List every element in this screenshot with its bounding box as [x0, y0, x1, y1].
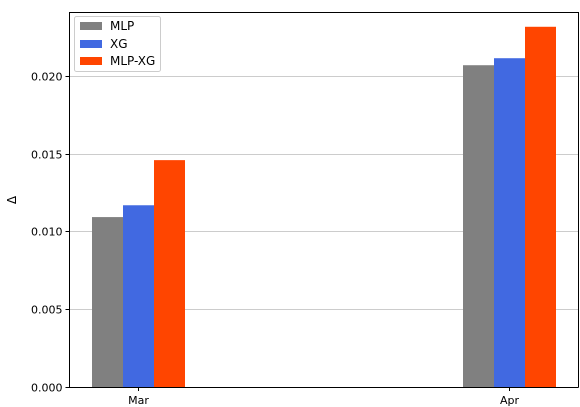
- y-tick-label: 0.005: [31, 304, 63, 317]
- bar-xg-apr: [494, 58, 525, 388]
- x-ticks: Mar Apr: [128, 387, 519, 407]
- y-tick-label: 0.020: [31, 71, 63, 84]
- bar-xg-mar: [123, 205, 154, 387]
- legend-label-mlp: MLP: [110, 19, 134, 33]
- x-tick-label: Apr: [500, 394, 520, 407]
- y-ticks: 0.000 0.005 0.010 0.015 0.020: [31, 71, 70, 395]
- y-tick-label: 0.010: [31, 226, 63, 239]
- bar-mlp-apr: [463, 65, 494, 388]
- x-tick-label: Mar: [128, 394, 149, 407]
- y-tick-label: 0.000: [31, 382, 63, 395]
- bar-mlp-xg-apr: [525, 26, 556, 387]
- legend-swatch-xg: [80, 40, 102, 48]
- bar-mlp-mar: [92, 217, 123, 387]
- legend-label-mlp-xg: MLP-XG: [110, 54, 155, 68]
- y-tick-label: 0.015: [31, 149, 63, 162]
- legend-label-xg: XG: [110, 37, 128, 51]
- legend-swatch-mlp: [80, 22, 102, 30]
- axes: [69, 12, 579, 388]
- legend-swatch-mlp-xg: [80, 57, 102, 65]
- bar-mlp-xg-mar: [154, 160, 185, 387]
- legend: MLP XG MLP-XG: [74, 16, 161, 72]
- bars: [92, 26, 556, 388]
- y-axis-label: Δ: [5, 195, 19, 204]
